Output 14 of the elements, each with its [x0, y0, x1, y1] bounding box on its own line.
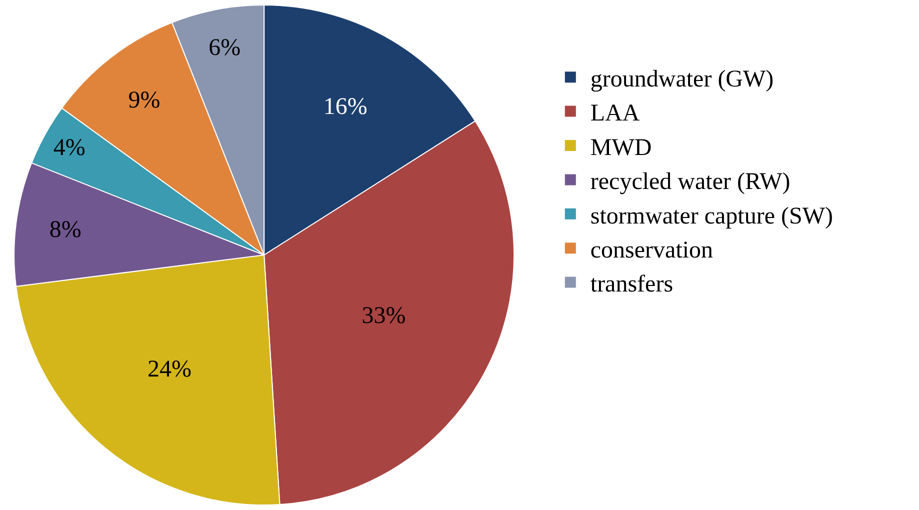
data-label: 6% [208, 35, 241, 62]
legend-label: transfers [590, 272, 674, 298]
data-label: 24% [147, 356, 192, 382]
data-label: 33% [362, 302, 406, 329]
legend-label: conservation [590, 237, 714, 264]
data-label: 8% [49, 216, 82, 243]
data-label: 4% [53, 134, 86, 161]
data-label: 16% [323, 94, 368, 120]
legend-label: groundwater (GW) [590, 66, 774, 92]
legend-label: stormwater capture (SW) [590, 203, 833, 230]
legend-label: recycled water (RW) [590, 169, 790, 196]
legend-label: MWD [590, 134, 652, 161]
legend-label: LAA [590, 100, 640, 127]
data-label: 9% [128, 88, 160, 114]
